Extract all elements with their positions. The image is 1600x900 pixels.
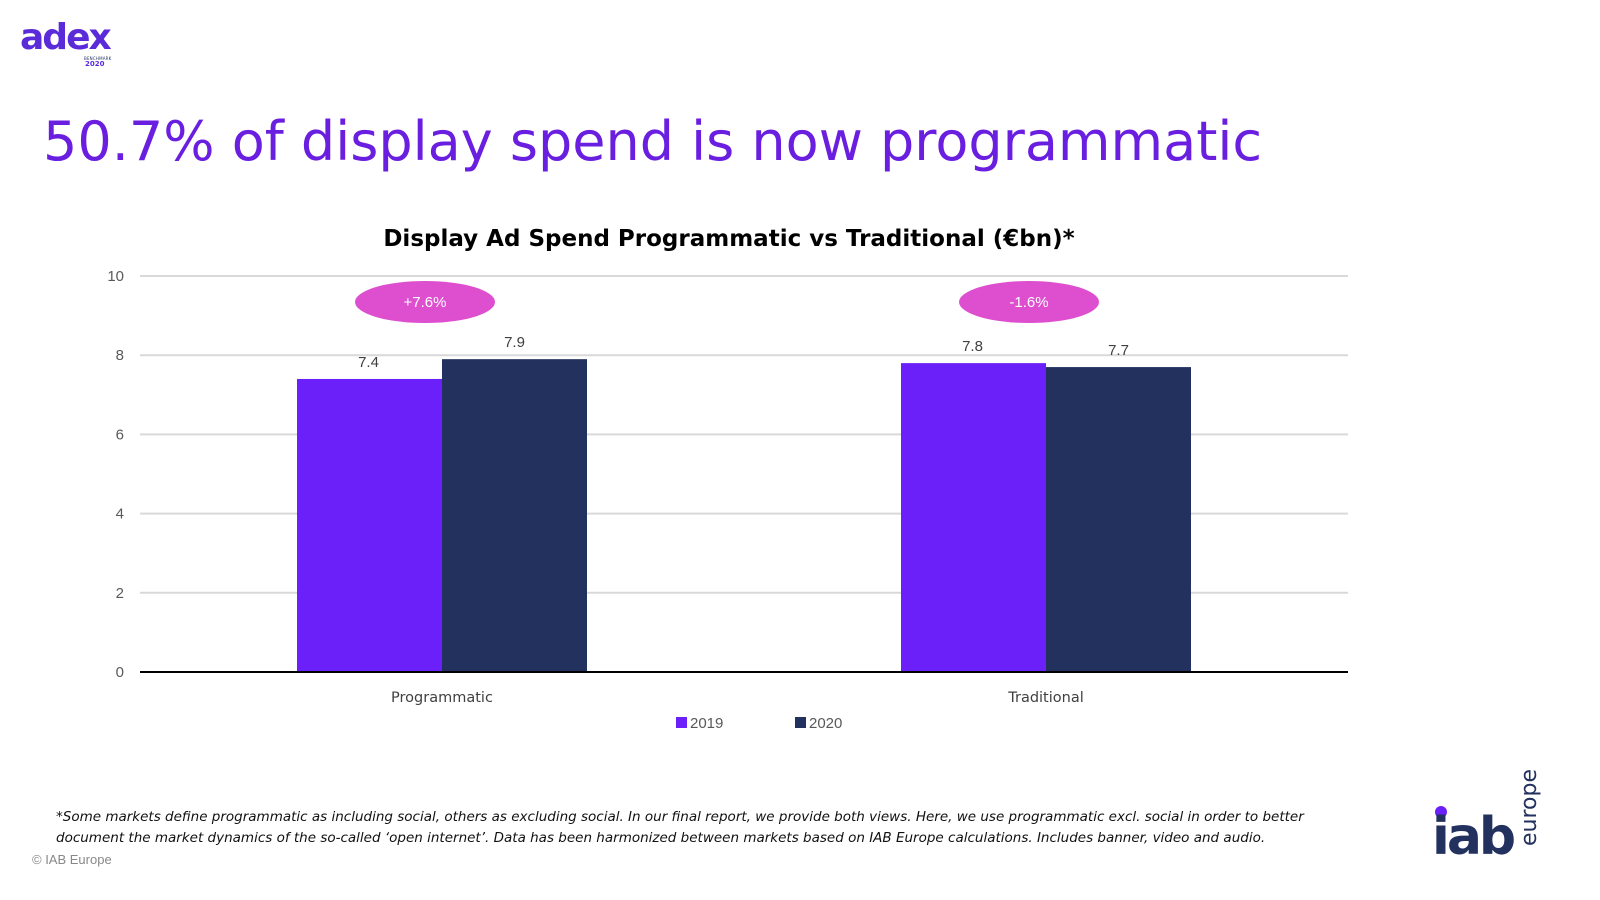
legend-label: 2020 (809, 715, 842, 732)
y-tick-label: 8 (116, 347, 124, 364)
legend-label: 2019 (690, 715, 723, 732)
adex-logo: adex BENCHMARK 2020 (20, 20, 120, 70)
data-label: 7.8 (962, 338, 983, 355)
iab-logo-side-text: europe (1517, 769, 1542, 846)
legend-swatch (795, 717, 806, 728)
iab-logo-text: iab (1432, 807, 1514, 867)
adex-logo-year: 2020 (85, 60, 105, 68)
bar-chart: Display Ad Spend Programmatic vs Traditi… (107, 226, 1348, 732)
bar (901, 363, 1046, 672)
annotation-ellipse (959, 281, 1099, 323)
copyright: © IAB Europe (32, 852, 112, 867)
y-tick-label: 0 (116, 664, 124, 681)
bar (297, 378, 442, 672)
data-label: 7.4 (358, 354, 379, 371)
footnote: *Some markets define programmatic as inc… (56, 809, 1304, 846)
bar (442, 359, 587, 672)
y-tick-label: 4 (116, 506, 124, 523)
bar (1046, 367, 1191, 672)
iab-europe-logo: iab europe (1432, 769, 1542, 867)
adex-logo-subtitle: BENCHMARK (84, 56, 112, 61)
adex-logo-text: adex (20, 17, 112, 58)
data-label: 7.7 (1108, 342, 1129, 359)
page-title: 50.7% of display spend is now programmat… (43, 110, 1263, 173)
y-tick-label: 10 (107, 268, 124, 285)
annotation-label: +7.6% (404, 294, 447, 311)
annotation-ellipse (355, 281, 495, 323)
y-tick-label: 6 (116, 426, 124, 443)
annotation-label: -1.6% (1009, 294, 1048, 311)
x-tick-label: Traditional (1007, 690, 1084, 706)
y-tick-label: 2 (116, 585, 124, 602)
x-tick-label: Programmatic (391, 690, 493, 706)
chart-title: Display Ad Spend Programmatic vs Traditi… (383, 226, 1074, 252)
iab-logo-dot (1435, 806, 1447, 818)
data-label: 7.9 (504, 334, 525, 351)
legend-swatch (676, 717, 687, 728)
